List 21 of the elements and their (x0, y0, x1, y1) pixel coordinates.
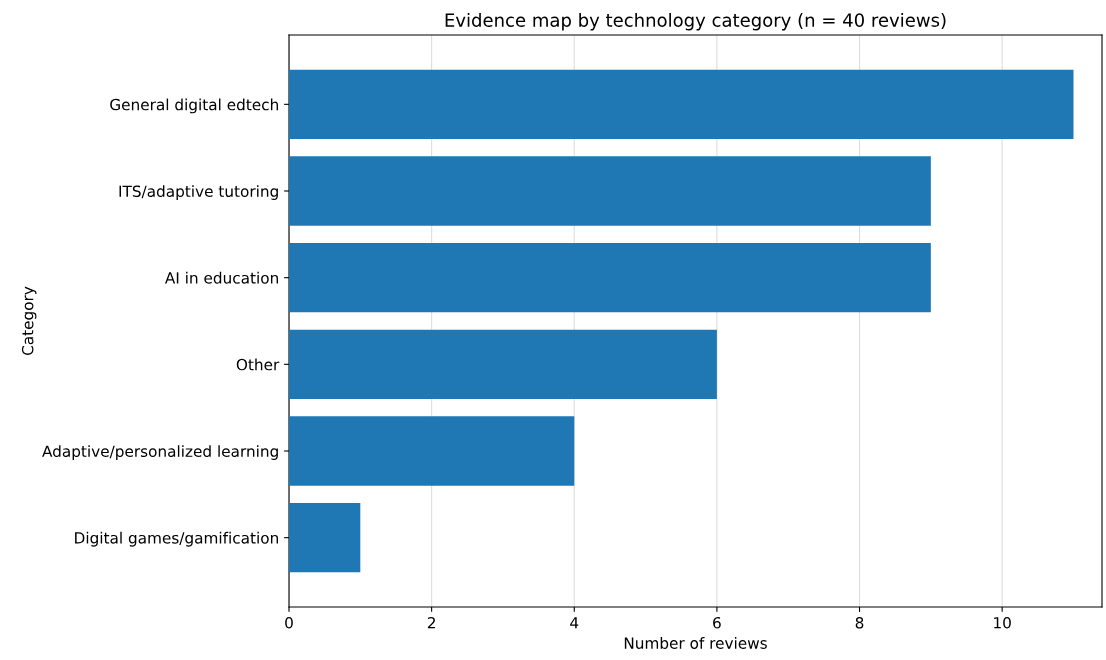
bar (289, 416, 575, 486)
x-tick-label: 6 (713, 616, 721, 629)
bar (289, 503, 361, 573)
y-axis-title: Category (21, 286, 37, 356)
y-tick-label: AI in education (164, 271, 278, 284)
bar (289, 329, 717, 399)
y-tick-label: Adaptive/personalized learning (42, 445, 278, 460)
y-tick-label: Other (236, 358, 280, 371)
x-tick-label: 4 (570, 617, 579, 629)
bar (289, 156, 931, 226)
x-tick-label: 2 (427, 616, 435, 629)
x-tick-label: 8 (855, 616, 864, 629)
x-tick-label: 10 (994, 616, 1011, 629)
x-tick-label: 0 (285, 616, 293, 629)
chart-title: Evidence map by technology category (n = 40 reviews) (445, 12, 946, 31)
bar (289, 243, 931, 313)
bar (289, 69, 1074, 139)
y-tick-label: ITS/adaptive tutoring (119, 185, 278, 200)
y-tick-label: Digital games/gamification (75, 531, 278, 547)
x-axis-title: Number of reviews (624, 637, 767, 649)
y-tick-label: General digital edtech (110, 98, 278, 114)
